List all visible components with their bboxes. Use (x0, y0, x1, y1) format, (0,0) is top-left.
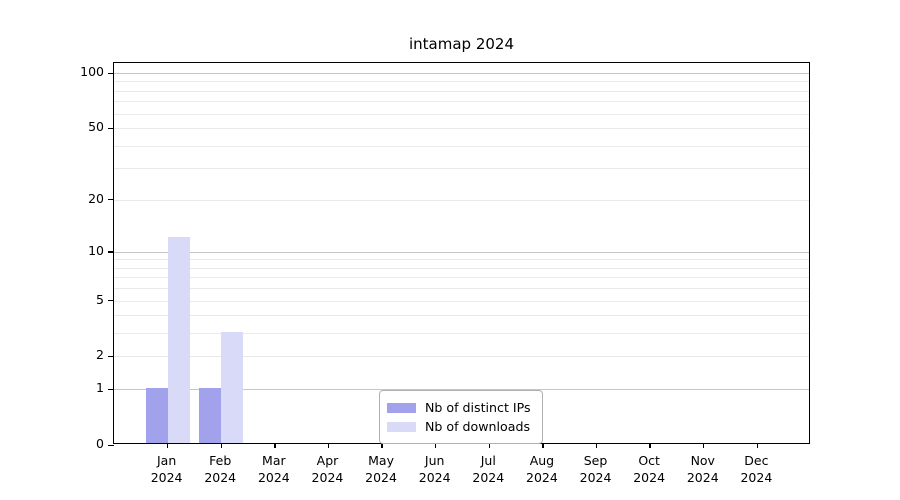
y-tick-label: 0 (96, 436, 104, 451)
minor-gridline (114, 288, 809, 290)
minor-gridline (114, 267, 809, 269)
y-tick-mark (108, 127, 114, 129)
minor-gridline (114, 333, 809, 335)
x-tick-mark (542, 443, 544, 448)
x-tick-mark (703, 443, 705, 448)
x-tick-month: Jan (156, 453, 177, 468)
y-tick-mark (108, 444, 114, 446)
x-tick-year: 2024 (257, 470, 290, 485)
x-tick-month: Sep (583, 453, 608, 468)
x-tick-mark (166, 443, 169, 448)
minor-gridline (114, 356, 809, 358)
x-tick-label: Feb 2024 (190, 452, 250, 486)
y-tick-mark (108, 72, 114, 74)
x-tick-mark (756, 443, 759, 448)
x-tick-month: Jun (424, 453, 445, 468)
x-tick-year: 2024 (204, 470, 237, 485)
x-tick-year: 2024 (472, 470, 505, 485)
x-tick-label: Jan 2024 (137, 452, 197, 486)
minor-gridline (114, 168, 809, 170)
x-tick-year: 2024 (311, 470, 344, 485)
x-tick-mark (649, 443, 651, 448)
y-tick-mark (108, 251, 114, 253)
x-tick-label: Dec 2024 (726, 452, 786, 486)
x-tick-month: Dec (744, 453, 769, 468)
y-tick-mark (108, 388, 114, 391)
legend: Nb of distinct IPs Nb of downloads (379, 390, 543, 444)
x-tick-label: Mar 2024 (244, 452, 304, 486)
x-tick-label: Oct 2024 (619, 452, 679, 486)
minor-gridline (114, 300, 809, 302)
y-tick-label: 1 (96, 380, 104, 396)
major-gridline (114, 389, 809, 391)
y-tick-mark (108, 199, 114, 201)
x-tick-year: 2024 (579, 470, 612, 485)
x-tick-label: Jun 2024 (405, 452, 465, 486)
x-tick-month: Oct (638, 453, 660, 468)
x-tick-label: Aug 2024 (512, 452, 572, 486)
x-tick-year: 2024 (150, 470, 183, 485)
x-tick-mark (274, 443, 276, 448)
x-tick-month: Mar (262, 453, 286, 468)
legend-label-downloads: Nb of downloads (425, 419, 531, 434)
minor-gridline (114, 315, 809, 317)
x-tick-mark (327, 443, 330, 448)
x-tick-label: Apr 2024 (297, 452, 357, 486)
y-tick-mark (108, 355, 114, 358)
minor-gridline (114, 259, 809, 261)
x-tick-year: 2024 (740, 470, 773, 485)
x-tick-month: Nov (690, 453, 715, 468)
minor-gridline (114, 81, 809, 83)
bar-distinct-ips (199, 388, 222, 443)
major-gridline (114, 251, 809, 253)
x-tick-year: 2024 (418, 470, 451, 485)
y-tick-label: 5 (96, 291, 104, 307)
y-tick-mark (108, 300, 114, 302)
legend-label-distinct-ips: Nb of distinct IPs (425, 400, 531, 415)
x-tick-label: Sep 2024 (566, 452, 626, 486)
minor-gridline (114, 90, 809, 92)
legend-item-distinct-ips: Nb of distinct IPs (387, 398, 532, 417)
y-tick-label: 20 (88, 190, 104, 206)
minor-gridline (114, 277, 809, 279)
plot-area: Nb of distinct IPs Nb of downloads (108, 62, 810, 448)
legend-item-downloads: Nb of downloads (387, 417, 532, 436)
x-tick-month: Jul (480, 453, 496, 468)
y-tick-label: 10 (88, 242, 104, 258)
x-tick-year: 2024 (633, 470, 666, 485)
minor-gridline (114, 145, 809, 147)
major-gridline (114, 73, 809, 74)
x-tick-year: 2024 (686, 470, 719, 485)
y-tick-label: 2 (96, 347, 104, 363)
bar-downloads (221, 332, 244, 443)
y-tick-label: 50 (88, 119, 104, 135)
minor-gridline (114, 199, 809, 201)
x-tick-mark (434, 443, 437, 448)
x-tick-year: 2024 (526, 470, 558, 485)
x-tick-month: Feb (209, 453, 232, 468)
minor-gridline (114, 101, 809, 103)
y-tick-label: 100 (80, 64, 104, 79)
x-tick-mark (220, 443, 222, 448)
bar-distinct-ips (145, 388, 168, 443)
chart-title: intamap 2024 (408, 35, 514, 53)
x-tick-month: May (368, 453, 394, 468)
minor-gridline (114, 128, 809, 130)
x-tick-label: May 2024 (351, 452, 411, 486)
minor-gridline (114, 113, 809, 115)
x-tick-month: Aug (529, 453, 555, 468)
legend-swatch-distinct-ips (387, 402, 416, 413)
x-tick-label: Nov 2024 (673, 452, 733, 486)
x-tick-label: Jul 2024 (458, 452, 518, 486)
x-tick-month: Apr (316, 453, 339, 468)
bar-downloads (167, 237, 190, 443)
x-tick-year: 2024 (365, 470, 397, 485)
x-tick-mark (595, 443, 598, 448)
x-tick-mark (381, 443, 383, 448)
legend-swatch-downloads (387, 421, 416, 432)
x-tick-mark (488, 443, 490, 448)
